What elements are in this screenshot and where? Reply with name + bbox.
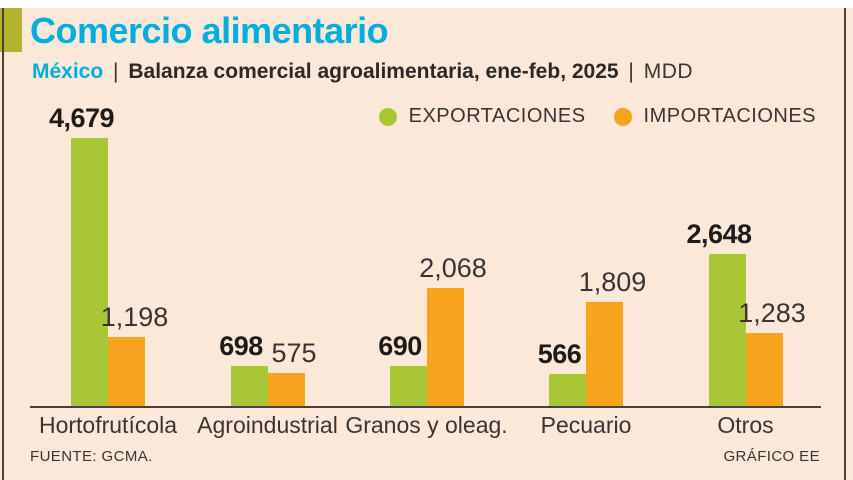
category-label-4: Pecuario <box>540 412 632 438</box>
import-bar-3 <box>426 288 464 406</box>
export-value-label-3: 690 <box>378 331 422 361</box>
left-border-line <box>2 8 4 480</box>
subtitle-main: Balanza comercial agroalimentaria, ene-f… <box>128 60 619 83</box>
accent-square <box>0 8 22 52</box>
export-bar-3 <box>389 366 427 406</box>
import-value-label-3: 2,068 <box>419 253 487 283</box>
import-value-label-4: 1,809 <box>578 267 647 297</box>
export-bar-2 <box>230 366 268 406</box>
export-bar-5 <box>708 254 746 406</box>
credit-label: GRÁFICO EE <box>723 448 820 465</box>
right-border-line <box>844 8 846 480</box>
legend-item-importaciones: IMPORTACIONES <box>613 105 816 128</box>
import-bar-2 <box>267 373 305 406</box>
import-bar-5 <box>745 333 783 406</box>
import-value-label-5: 1,283 <box>738 298 806 328</box>
subtitle-country: México <box>32 60 104 83</box>
export-bar-4 <box>549 374 586 406</box>
import-bar-1 <box>108 337 145 406</box>
x-axis-line <box>30 406 821 408</box>
category-label-5: Otros <box>717 412 774 438</box>
subtitle-unit: MDD <box>643 60 694 83</box>
category-label-2: Agroindustrial <box>197 412 338 438</box>
subtitle-separator-1: | <box>113 60 119 83</box>
import-value-label-1: 1,198 <box>100 302 169 332</box>
legend-label: EXPORTACIONES <box>408 105 586 127</box>
legend-dot-icon <box>613 107 632 126</box>
export-value-label-2: 698 <box>219 331 263 361</box>
export-bar-1 <box>71 138 108 406</box>
page-title: Comercio alimentario <box>30 10 389 51</box>
legend-label: IMPORTACIONES <box>643 105 816 127</box>
export-value-label-1: 4,679 <box>48 103 115 133</box>
export-value-label-5: 2,648 <box>686 219 752 249</box>
legend-item-exportaciones: EXPORTACIONES <box>378 105 586 128</box>
category-label-1: Hortofrutícola <box>38 412 178 438</box>
import-value-label-2: 575 <box>271 338 317 368</box>
chart-legend: EXPORTACIONES IMPORTACIONES <box>378 105 816 128</box>
export-value-label-4: 566 <box>537 339 582 369</box>
import-bar-4 <box>586 302 623 406</box>
subtitle-separator-2: | <box>628 60 634 83</box>
category-label-3: Granos y oleag. <box>345 412 508 438</box>
subtitle: México | Balanza comercial agroalimentar… <box>32 60 693 84</box>
source-label: FUENTE: GCMA. <box>30 448 153 465</box>
top-white-strip <box>0 0 853 8</box>
legend-dot-icon <box>378 107 397 126</box>
footer: FUENTE: GCMA. GRÁFICO EE <box>30 448 820 465</box>
